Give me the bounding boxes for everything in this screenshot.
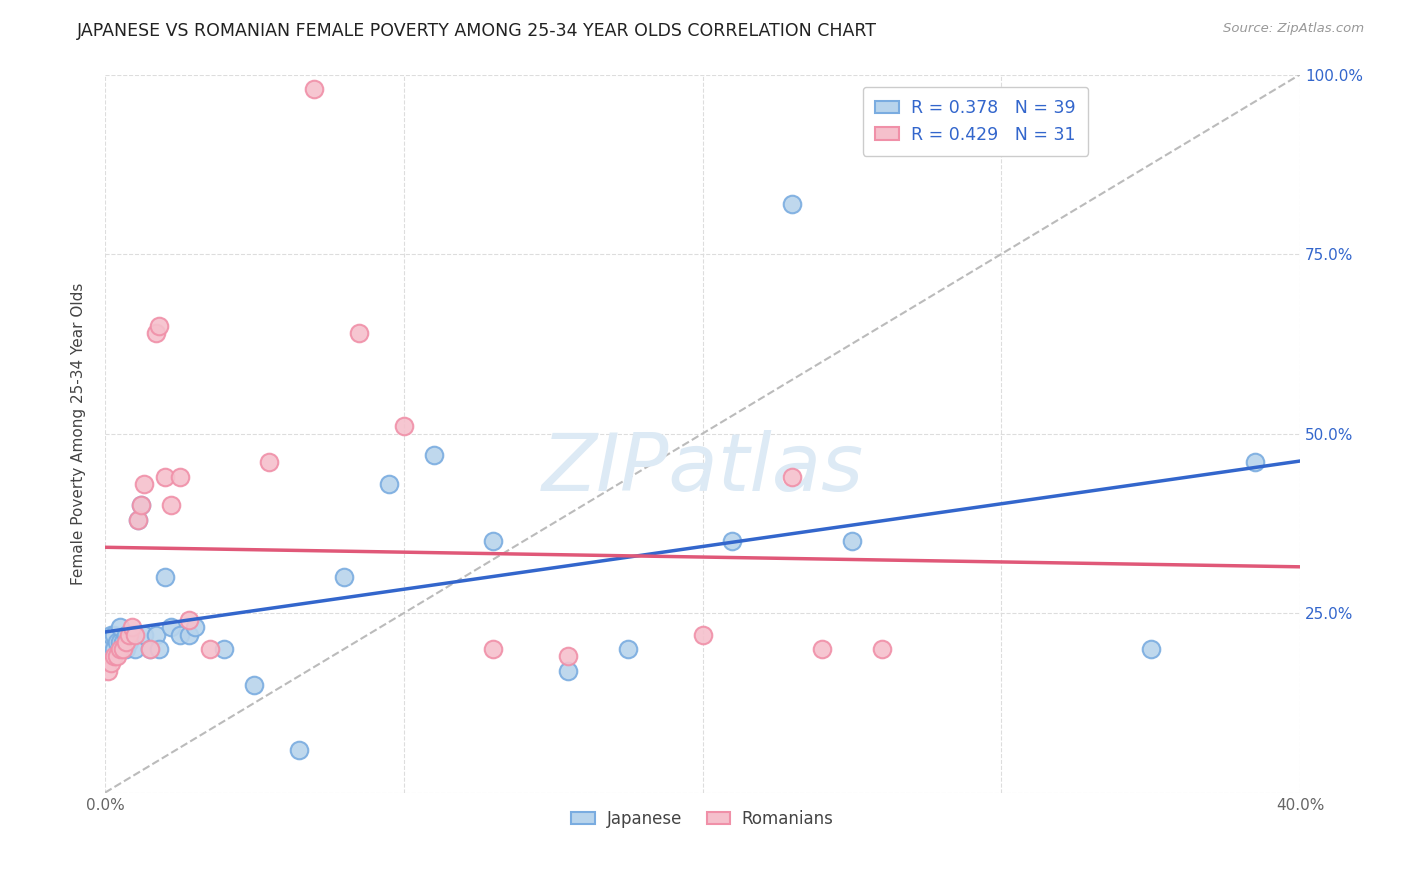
Point xyxy=(1244,455,1267,469)
Point xyxy=(870,642,893,657)
Point xyxy=(111,635,134,649)
Point xyxy=(111,642,134,657)
Point xyxy=(780,469,803,483)
Point xyxy=(811,642,834,657)
Point xyxy=(145,326,167,340)
Point xyxy=(721,534,744,549)
Point xyxy=(103,628,125,642)
Point xyxy=(103,649,125,664)
Legend: Japanese, Romanians: Japanese, Romanians xyxy=(565,804,841,835)
Point xyxy=(153,469,176,483)
Point xyxy=(177,628,200,642)
Point xyxy=(124,642,146,657)
Point xyxy=(198,642,221,657)
Point xyxy=(259,455,281,469)
Point xyxy=(392,419,415,434)
Point xyxy=(347,326,370,340)
Point xyxy=(169,469,191,483)
Point xyxy=(153,570,176,584)
Point xyxy=(108,635,131,649)
Point xyxy=(482,642,505,657)
Point xyxy=(177,613,200,627)
Point xyxy=(105,635,128,649)
Point xyxy=(115,628,138,642)
Point xyxy=(148,642,170,657)
Point xyxy=(780,196,803,211)
Point xyxy=(148,318,170,333)
Point xyxy=(108,620,131,634)
Point xyxy=(557,664,579,678)
Point xyxy=(132,476,155,491)
Point xyxy=(118,628,141,642)
Point xyxy=(378,476,401,491)
Point xyxy=(97,642,120,657)
Point xyxy=(288,742,311,756)
Point xyxy=(105,649,128,664)
Point xyxy=(103,642,125,657)
Point xyxy=(169,628,191,642)
Point xyxy=(1139,642,1161,657)
Point xyxy=(111,642,134,657)
Point xyxy=(129,499,152,513)
Point xyxy=(115,635,138,649)
Point xyxy=(183,620,205,634)
Point xyxy=(97,664,120,678)
Point xyxy=(100,628,122,642)
Point xyxy=(108,642,131,657)
Point xyxy=(243,678,266,692)
Text: Source: ZipAtlas.com: Source: ZipAtlas.com xyxy=(1223,22,1364,36)
Point xyxy=(692,628,714,642)
Point xyxy=(302,82,325,96)
Point xyxy=(121,620,143,634)
Point xyxy=(129,499,152,513)
Text: JAPANESE VS ROMANIAN FEMALE POVERTY AMONG 25-34 YEAR OLDS CORRELATION CHART: JAPANESE VS ROMANIAN FEMALE POVERTY AMON… xyxy=(77,22,877,40)
Point xyxy=(115,642,138,657)
Point xyxy=(121,628,143,642)
Point xyxy=(841,534,863,549)
Point xyxy=(139,642,162,657)
Y-axis label: Female Poverty Among 25-34 Year Olds: Female Poverty Among 25-34 Year Olds xyxy=(72,283,86,585)
Point xyxy=(118,635,141,649)
Point xyxy=(214,642,236,657)
Point xyxy=(422,448,444,462)
Point xyxy=(159,499,181,513)
Point xyxy=(159,620,181,634)
Point xyxy=(617,642,640,657)
Text: ZIPatlas: ZIPatlas xyxy=(541,431,863,508)
Point xyxy=(333,570,356,584)
Point xyxy=(557,649,579,664)
Point xyxy=(145,628,167,642)
Point xyxy=(127,513,149,527)
Point xyxy=(139,642,162,657)
Point xyxy=(127,513,149,527)
Point xyxy=(132,628,155,642)
Point xyxy=(482,534,505,549)
Point xyxy=(100,657,122,671)
Point xyxy=(124,628,146,642)
